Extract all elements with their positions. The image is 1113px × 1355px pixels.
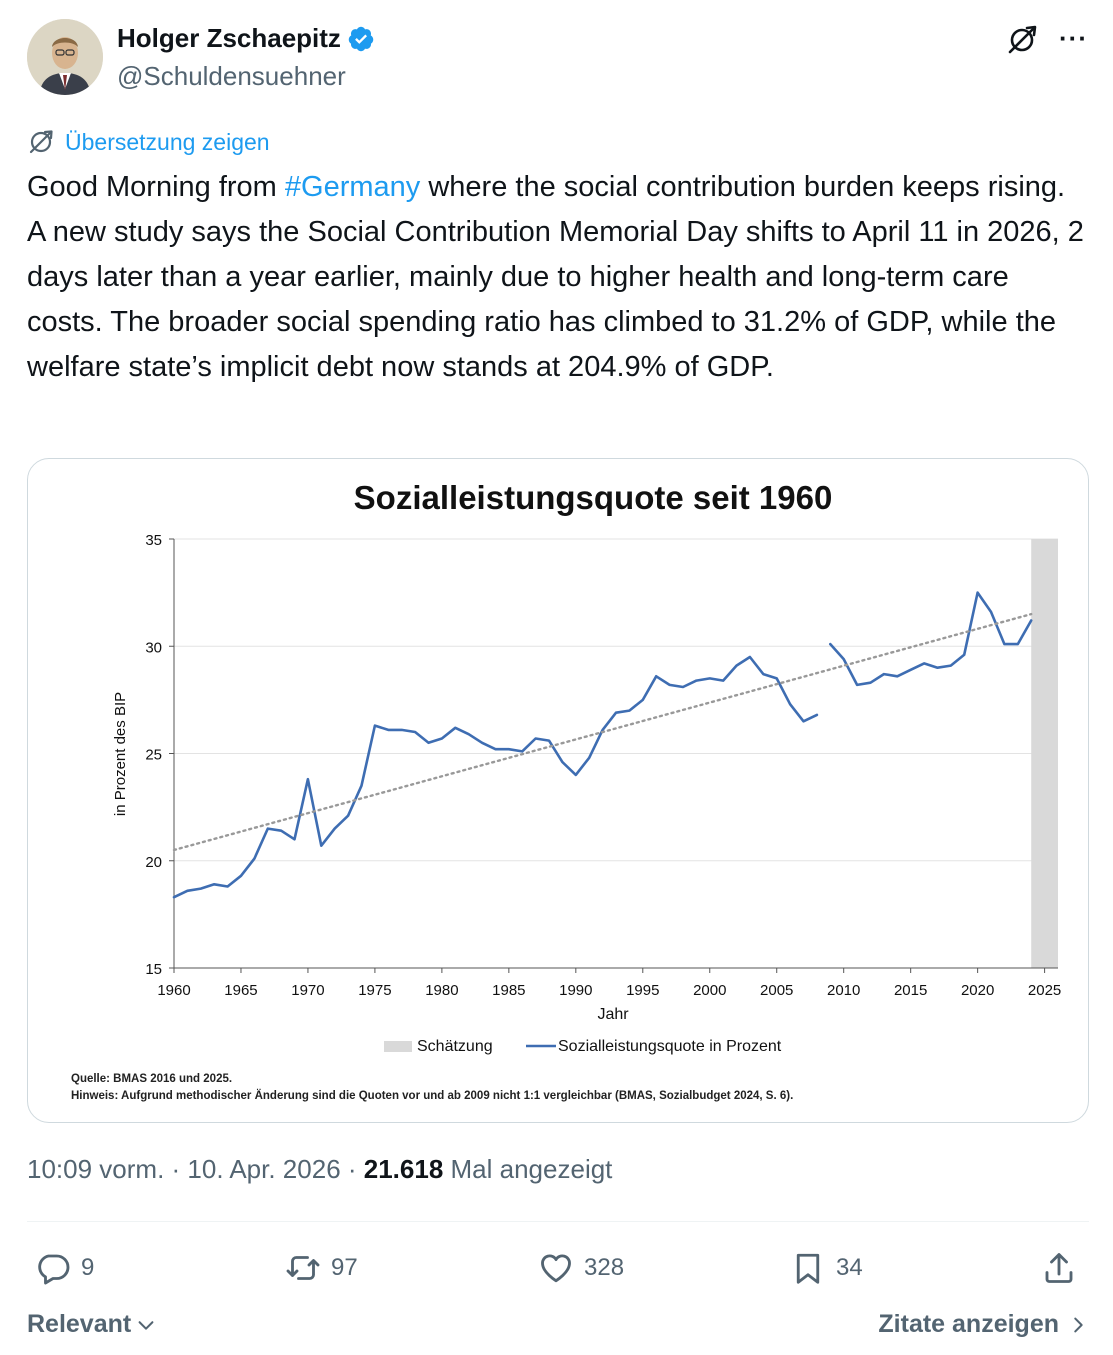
legend-label-series: Sozialleistungsquote in Prozent — [558, 1038, 782, 1055]
estimate-region — [1031, 539, 1058, 968]
legend-swatch-estimate — [384, 1041, 412, 1052]
like-button[interactable]: 328 — [538, 1243, 624, 1293]
translate-link[interactable]: Übersetzung zeigen — [27, 128, 270, 156]
x-tick-label: 2025 — [1028, 982, 1061, 999]
trend-line — [172, 612, 1033, 852]
repost-count: 97 — [331, 1254, 358, 1281]
y-tick-label: 20 — [145, 854, 162, 871]
series-line-segment — [172, 655, 819, 899]
x-tick-label: 1960 — [157, 982, 190, 999]
chart: Sozialleistungsquote seit 1960 152025303… — [71, 479, 1061, 1102]
y-tick-label: 15 — [145, 961, 162, 978]
chevron-down-icon — [138, 1320, 154, 1330]
share-button[interactable] — [1041, 1243, 1077, 1293]
divider — [27, 1221, 1089, 1222]
bookmark-count: 34 — [836, 1254, 863, 1281]
view-count: 21.618 — [363, 1154, 444, 1184]
verified-badge-icon — [348, 26, 374, 51]
tweet-text-before: Good Morning from — [27, 171, 285, 203]
grok-icon[interactable] — [1005, 23, 1039, 57]
meta-separator: · — [340, 1154, 364, 1184]
share-icon — [1045, 1253, 1073, 1283]
y-tick-label: 30 — [145, 639, 162, 656]
bookmark-icon — [796, 1253, 820, 1284]
series-line-segment — [828, 591, 1033, 687]
like-count: 328 — [584, 1254, 625, 1281]
show-quotes-label: Zitate anzeigen — [878, 1310, 1059, 1338]
view-count-label: Mal angezeigt — [443, 1154, 613, 1184]
x-tick-label: 2005 — [760, 982, 793, 999]
hashtag-link[interactable]: #Germany — [284, 171, 421, 203]
x-tick-label: 1970 — [291, 982, 324, 999]
x-tick-label: 1975 — [358, 982, 391, 999]
y-tick-label: 35 — [145, 532, 162, 549]
chart-hint-note: Hinweis: Aufgrund methodischer Änderung … — [71, 1089, 793, 1102]
bookmark-button[interactable]: 34 — [790, 1243, 863, 1293]
author-name-row[interactable]: Holger Zschaepitz — [117, 23, 375, 54]
y-axis-label: in Prozent des BIP — [112, 692, 129, 816]
media-card[interactable]: Sozialleistungsquote seit 1960 15 20 25 30 3… — [27, 458, 1089, 1123]
tweet-text: Good Morning from #Germany where the soc… — [27, 165, 1089, 390]
show-quotes-link[interactable]: Zitate anzeigen — [878, 1310, 1089, 1339]
heart-icon — [541, 1254, 571, 1283]
x-tick-label: 1990 — [559, 982, 592, 999]
action-bar: 9 97 328 34 — [27, 1243, 1089, 1293]
replies-footer: Relevant Zitate anzeigen — [27, 1310, 1089, 1344]
author-name[interactable]: Holger Zschaepitz — [117, 23, 341, 53]
translate-label[interactable]: Übersetzung zeigen — [65, 128, 270, 155]
tweet-date[interactable]: 10. Apr. 2026 — [187, 1154, 341, 1184]
legend-label-estimate: Schätzung — [417, 1038, 493, 1055]
sort-dropdown[interactable]: Relevant — [27, 1310, 157, 1339]
x-tick-label: 2015 — [894, 982, 927, 999]
x-axis-label: Jahr — [597, 1006, 629, 1023]
author-handle[interactable]: @Schuldensuehner — [117, 61, 346, 91]
repost-button[interactable]: 97 — [285, 1243, 358, 1293]
x-tick-label: 1995 — [626, 982, 659, 999]
top-actions: ··· — [1005, 23, 1089, 57]
chevron-right-icon — [1074, 1317, 1083, 1332]
x-tick-label: 1980 — [425, 982, 458, 999]
x-tick-label: 1985 — [492, 982, 525, 999]
x-tick-label: 2020 — [961, 982, 994, 999]
x-tick-label: 2000 — [693, 982, 726, 999]
tweet-time[interactable]: 10:09 vorm. — [27, 1154, 165, 1184]
sort-label: Relevant — [27, 1310, 132, 1338]
reply-count: 9 — [81, 1254, 95, 1281]
repost-icon — [286, 1256, 320, 1280]
x-tick-label: 2010 — [827, 982, 860, 999]
translate-icon — [29, 130, 53, 154]
chart-source-note: Quelle: BMAS 2016 und 2025. — [71, 1073, 232, 1085]
avatar[interactable] — [27, 19, 103, 95]
y-tick-label: 25 — [145, 747, 162, 764]
meta-separator: · — [164, 1154, 188, 1184]
more-icon[interactable]: ··· — [1059, 23, 1088, 53]
chart-title: Sozialleistungsquote seit 1960 — [354, 479, 833, 516]
reply-icon — [38, 1254, 70, 1285]
tweet-text-after: where the social contribution burden kee… — [27, 171, 1084, 383]
tweet-header: Holger Zschaepitz @Schuldensuehner ··· — [27, 19, 1089, 95]
reply-button[interactable]: 9 — [35, 1243, 94, 1293]
x-tick-label: 1965 — [224, 982, 257, 999]
chart-legend: Schätzung Sozialleistungsquote in Prozen… — [384, 1038, 782, 1055]
tweet-meta: 10:09 vorm. · 10. Apr. 2026 · 21.618 Mal… — [27, 1154, 612, 1185]
